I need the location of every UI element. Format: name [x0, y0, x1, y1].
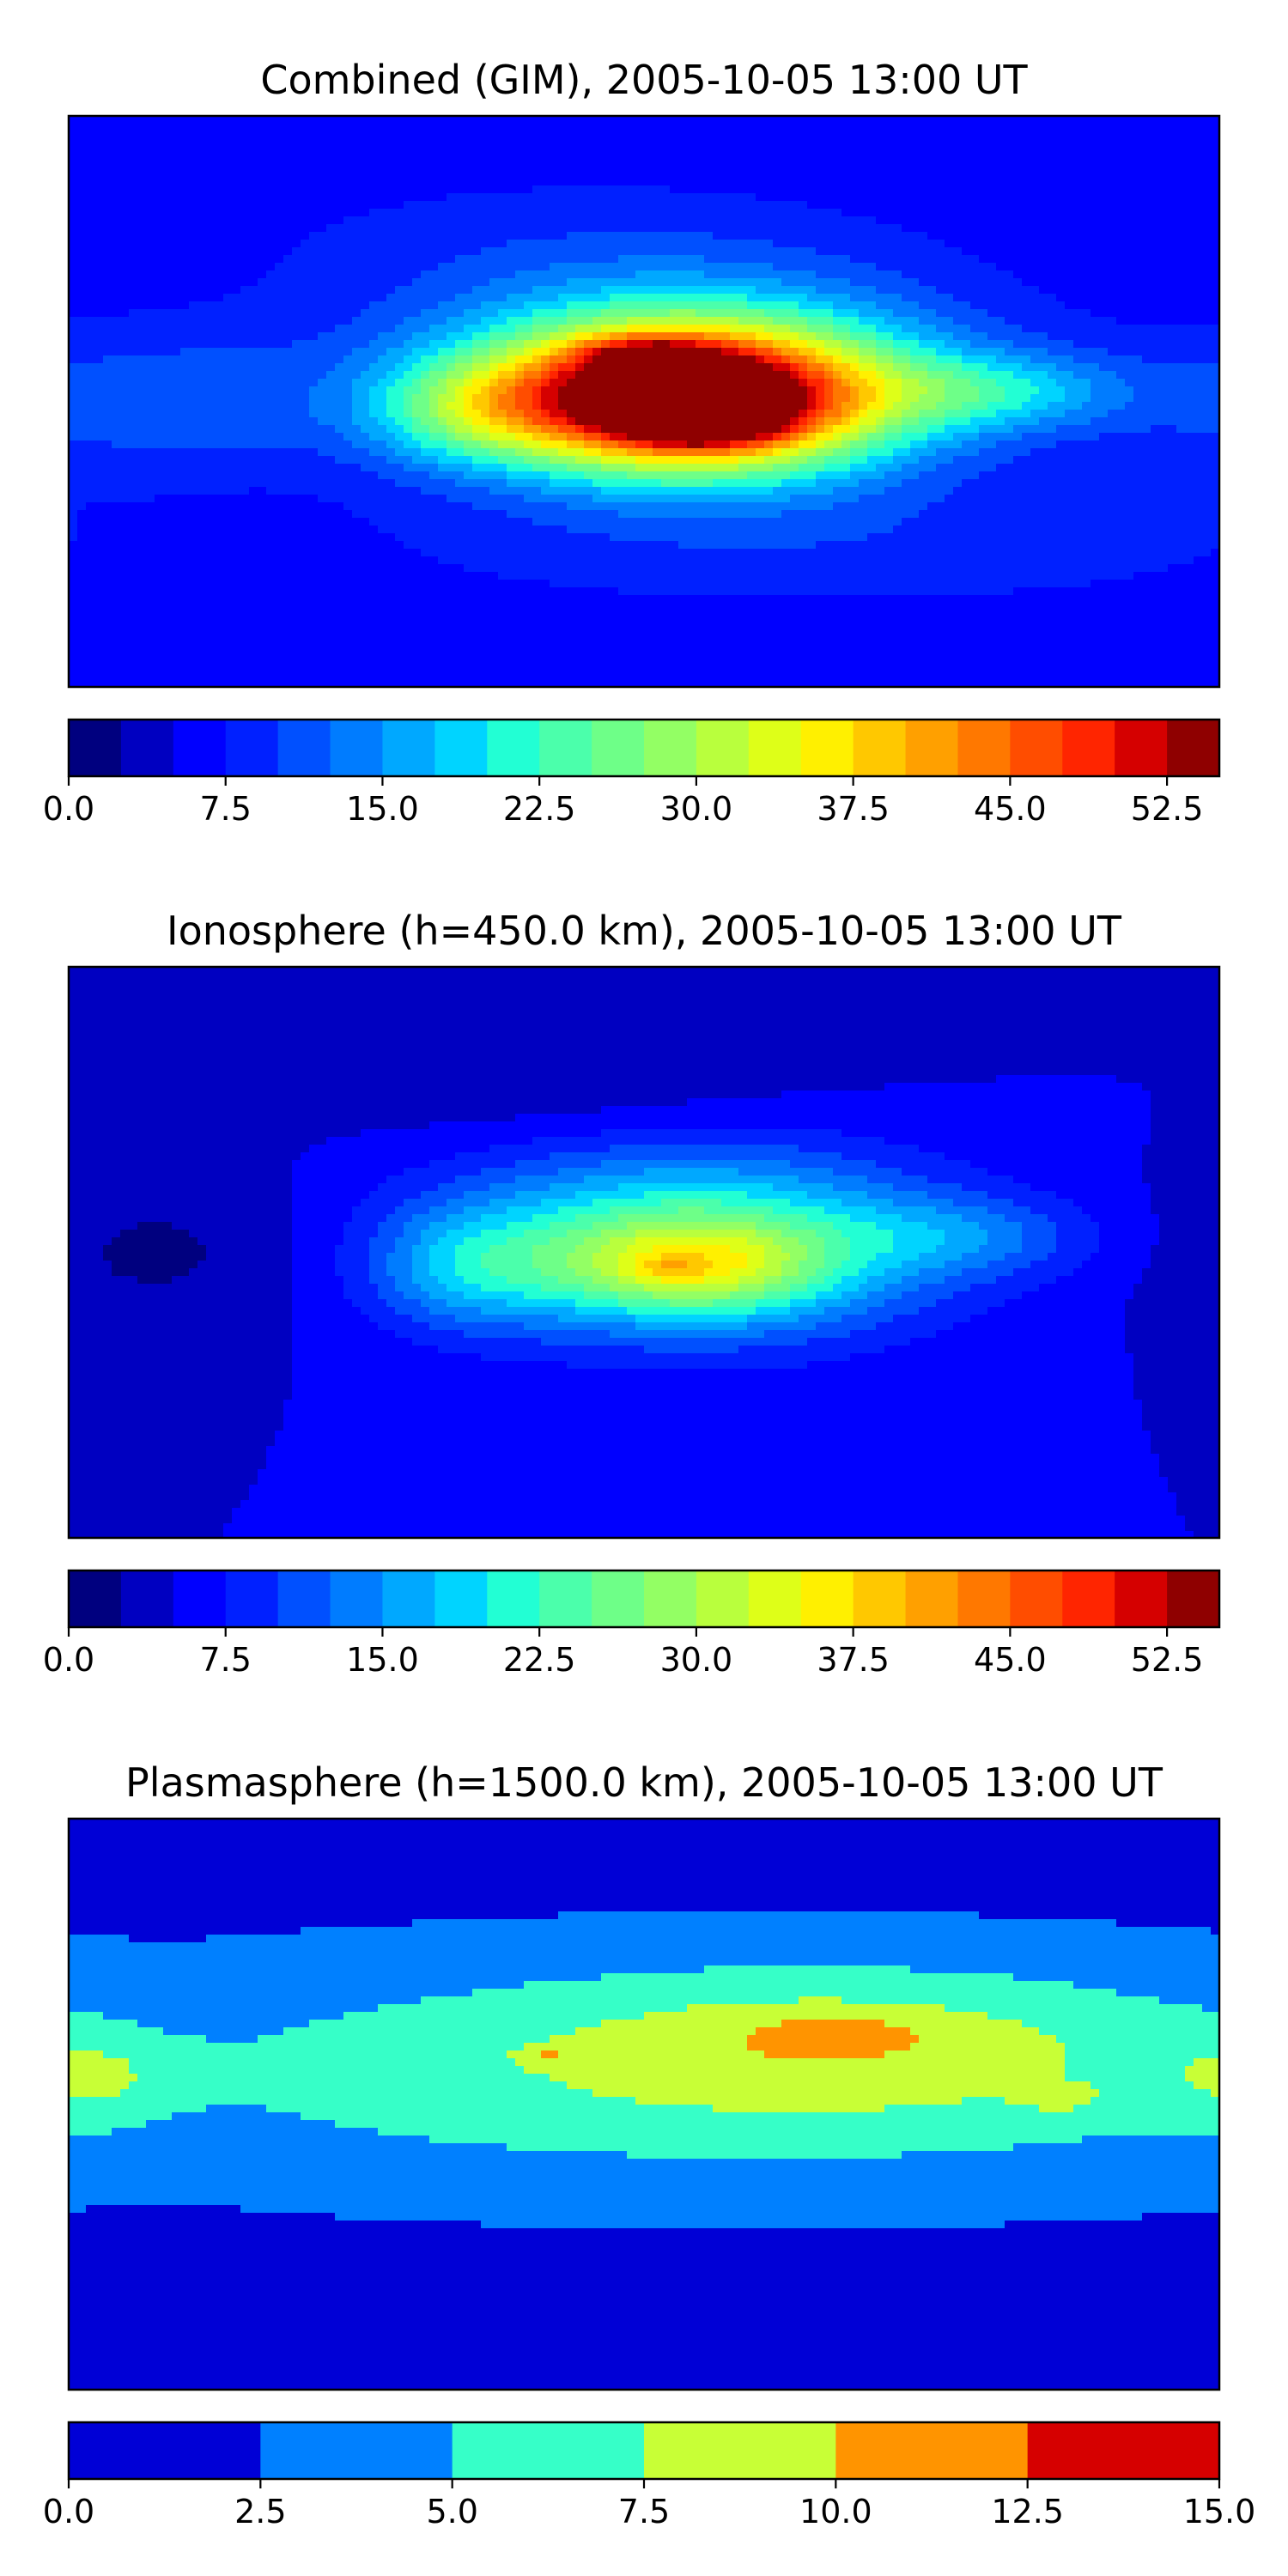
colorbar-tick-label: 37.5	[817, 1641, 890, 1679]
colorbar-tick-label: 15.0	[1183, 2493, 1256, 2530]
colorbar-segment	[905, 1571, 958, 1627]
colorbar-segment	[1010, 720, 1063, 776]
colorbar-segment	[1115, 720, 1168, 776]
chart-title-0: Combined (GIM), 2005-10-05 13:00 UT	[260, 57, 1028, 103]
colorbar-tick-label: 15.0	[346, 790, 419, 828]
colorbar-segment	[853, 720, 907, 776]
colorbar-segment	[957, 720, 1011, 776]
colorbar-tick-label: 7.5	[200, 790, 252, 828]
colorbar-1: 0.0 7.5 15.0 22.5 30.0 37.5 45.0 52.5	[43, 1569, 1221, 1679]
colorbar-segment	[69, 720, 122, 776]
colorbar-segment	[957, 1571, 1011, 1627]
colorbar-tick-label: 10.0	[799, 2493, 872, 2530]
colorbar-tick-label: 12.5	[991, 2493, 1064, 2530]
colorbar-tick-label: 45.0	[974, 1641, 1047, 1679]
colorbar-segment	[120, 1571, 174, 1627]
colorbar-segment	[434, 720, 488, 776]
colorbar-segment	[853, 1571, 907, 1627]
colorbar-tick-label: 0.0	[43, 1641, 94, 1679]
colorbar-tick-label: 2.5	[234, 2493, 286, 2530]
colorbar-2: 0.0 2.5 5.0 7.5 10.0 12.5 15.0	[43, 2421, 1256, 2530]
contour-field-2	[69, 1819, 1219, 2390]
colorbar-segment	[260, 2422, 453, 2479]
colorbar-tick-label: 15.0	[346, 1641, 419, 1679]
colorbar-segment	[1167, 720, 1220, 776]
colorbar-segment	[69, 2422, 261, 2479]
chart-panel-2: Plasmasphere (h=1500.0 km), 2005-10-05 1…	[43, 1759, 1256, 2530]
colorbar-segment	[592, 720, 645, 776]
map-frame-2	[67, 1817, 1221, 2391]
colorbar-tick-label: 5.0	[426, 2493, 477, 2530]
colorbar-segment	[644, 720, 697, 776]
colorbar-segment	[1167, 1571, 1220, 1627]
colorbar-segment	[1027, 2422, 1220, 2479]
colorbar-segment	[277, 720, 331, 776]
colorbar-segment	[644, 2422, 836, 2479]
colorbar-tick-label: 7.5	[200, 1641, 252, 1679]
colorbar-segment	[1010, 1571, 1063, 1627]
colorbar-segment	[539, 1571, 592, 1627]
colorbar-tick-label: 37.5	[817, 790, 890, 828]
colorbar-tick-label: 52.5	[1131, 790, 1204, 828]
colorbar-0: 0.0 7.5 15.0 22.5 30.0 37.5 45.0 52.5	[43, 718, 1221, 828]
colorbar-segment	[539, 720, 592, 776]
colorbar-segment	[225, 1571, 279, 1627]
colorbar-segment	[800, 1571, 854, 1627]
map-frame-1	[67, 965, 1221, 1540]
colorbar-segment	[1062, 720, 1115, 776]
colorbar-segment	[487, 1571, 540, 1627]
colorbar-tick-label: 7.5	[618, 2493, 670, 2530]
colorbar-segment	[644, 1571, 697, 1627]
chart-panel-0: Combined (GIM), 2005-10-05 13:00 UT 0.0 7.…	[43, 57, 1221, 828]
colorbar-segment	[592, 1571, 645, 1627]
colorbar-segment	[69, 1571, 122, 1627]
colorbar-segment	[173, 720, 227, 776]
colorbar-segment	[1062, 1571, 1115, 1627]
colorbar-segment	[225, 720, 279, 776]
panels: Combined (GIM), 2005-10-05 13:00 UT 0.0 7.…	[43, 57, 1256, 2530]
colorbar-segment	[120, 720, 174, 776]
colorbar-segment	[330, 1571, 383, 1627]
colorbar-segment	[487, 720, 540, 776]
colorbar-tick-label: 52.5	[1131, 1641, 1204, 1679]
contour-field-0	[69, 116, 1219, 687]
colorbar-segment	[382, 1571, 435, 1627]
colorbar-segment	[382, 720, 435, 776]
map-frame-0	[67, 114, 1221, 689]
colorbar-tick-label: 22.5	[503, 1641, 576, 1679]
colorbar-tick-label: 30.0	[660, 1641, 733, 1679]
colorbar-tick-label: 0.0	[43, 2493, 94, 2530]
colorbar-tick-label: 45.0	[974, 790, 1047, 828]
colorbar-segment	[1115, 1571, 1168, 1627]
colorbar-segment	[434, 1571, 488, 1627]
colorbar-segment	[696, 1571, 750, 1627]
chart-title-1: Ionosphere (h=450.0 km), 2005-10-05 13:0…	[167, 908, 1122, 954]
colorbar-segment	[835, 2422, 1029, 2479]
colorbar-segment	[800, 720, 854, 776]
colorbar-tick-label: 22.5	[503, 790, 576, 828]
colorbar-tick-label: 30.0	[660, 790, 733, 828]
colorbar-segment	[905, 720, 958, 776]
colorbar-segment	[696, 720, 750, 776]
colorbar-segment	[330, 720, 383, 776]
chart-panel-1: Ionosphere (h=450.0 km), 2005-10-05 13:0…	[43, 908, 1221, 1679]
colorbar-segment	[277, 1571, 331, 1627]
colorbar-segment	[452, 2422, 645, 2479]
colorbar-segment	[173, 1571, 227, 1627]
chart-title-2: Plasmasphere (h=1500.0 km), 2005-10-05 1…	[125, 1759, 1163, 1806]
colorbar-segment	[748, 1571, 802, 1627]
colorbar-segment	[748, 720, 802, 776]
colorbar-tick-label: 0.0	[43, 790, 94, 828]
contour-field-1	[69, 967, 1219, 1538]
